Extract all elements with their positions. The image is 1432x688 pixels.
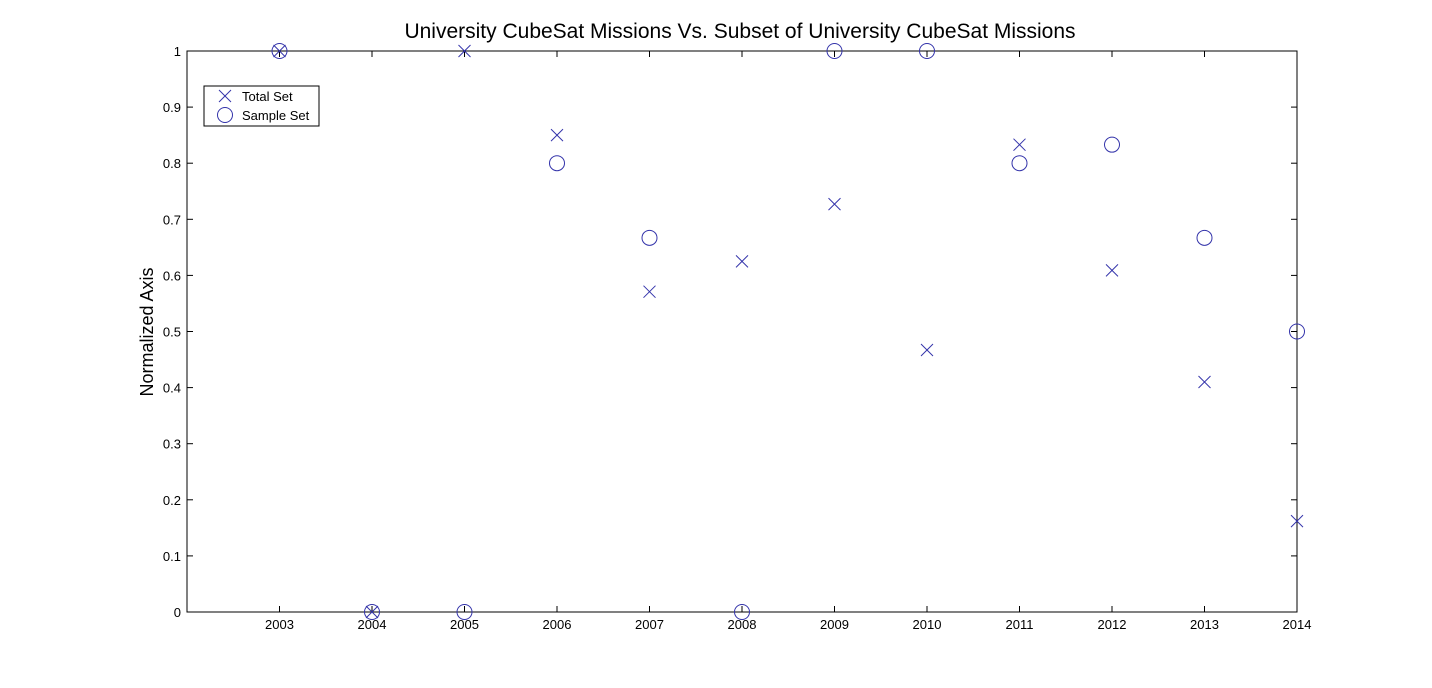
total-set-point xyxy=(643,285,656,299)
y-tick-label: 1 xyxy=(174,44,181,59)
x-tick-label: 2013 xyxy=(1190,617,1219,632)
x-tick-label: 2011 xyxy=(1006,617,1034,632)
sample-set-point xyxy=(549,155,565,172)
sample-set-point xyxy=(919,43,935,59)
legend-sample-set-marker xyxy=(217,107,233,123)
sample-set-point xyxy=(1011,155,1028,172)
x-marker-stroke xyxy=(458,44,471,58)
x-tick-label: 2009 xyxy=(820,617,849,632)
chart-title: University CubeSat Missions Vs. Subset o… xyxy=(404,20,1075,43)
total-set-point xyxy=(920,343,934,357)
y-tick-label: 0.4 xyxy=(163,381,181,396)
sample-set-point xyxy=(1289,323,1305,340)
y-tick-label: 0.9 xyxy=(163,100,181,115)
y-tick-label: 0.1 xyxy=(163,549,181,564)
x-tick-label: 2007 xyxy=(635,617,664,632)
total-set-point xyxy=(458,44,471,58)
total-set-point xyxy=(828,197,841,211)
y-tick-label: 0.6 xyxy=(163,268,181,283)
x-tick-label: 2006 xyxy=(543,617,572,632)
axes: 0 0.1 0.2 0.3 0.4 0.5 0.6 0.7 0.8 0.9 1 2003 2004 200… xyxy=(163,44,1312,632)
sample-set-point xyxy=(1104,136,1120,153)
x-tick-label: 2004 xyxy=(358,617,387,632)
x-tick-label: 2008 xyxy=(728,617,757,632)
y-tick-label: 0.7 xyxy=(163,212,181,227)
x-tick-label: 2005 xyxy=(450,617,479,632)
legend: Total Set Sample Set xyxy=(203,85,320,127)
sample-set-point xyxy=(1196,229,1213,246)
sample-set-point xyxy=(456,604,473,620)
sample-set-point xyxy=(364,604,380,620)
total-set-point xyxy=(1105,263,1119,277)
x-marker-stroke xyxy=(920,343,934,357)
sample-set-point xyxy=(271,43,288,59)
x-marker-stroke xyxy=(1290,514,1304,528)
x-marker-stroke xyxy=(218,89,232,103)
total-set-point xyxy=(365,605,379,619)
y-tick-label: 0.3 xyxy=(163,437,181,452)
total-set-point xyxy=(1013,138,1026,152)
total-set-point xyxy=(550,128,564,142)
legend-total-set-marker xyxy=(218,89,232,103)
total-set-point xyxy=(273,44,286,58)
x-marker-stroke xyxy=(273,44,286,58)
y-axis-label: Normalized Axis xyxy=(137,267,157,396)
x-tick-label: 2014 xyxy=(1283,617,1312,632)
y-tick-label: 0.5 xyxy=(163,325,181,340)
legend-label: Total Set xyxy=(242,89,293,104)
legend-box xyxy=(203,85,320,127)
x-marker-stroke xyxy=(1198,375,1211,389)
x-marker-stroke xyxy=(1105,263,1119,277)
total-set-point xyxy=(1290,514,1304,528)
plot-area-frame xyxy=(186,50,1298,613)
y-tick-label: 0.2 xyxy=(163,493,181,508)
x-marker-stroke xyxy=(828,197,841,211)
x-marker-stroke xyxy=(643,285,656,299)
legend-label: Sample Set xyxy=(242,108,310,123)
x-marker-stroke xyxy=(1013,138,1026,152)
x-marker-stroke xyxy=(735,255,749,268)
x-tick-label: 2003 xyxy=(265,617,294,632)
data-points xyxy=(271,43,1305,620)
y-tick-label: 0.8 xyxy=(163,156,181,171)
sample-set-point xyxy=(826,43,843,59)
sample-set-point xyxy=(734,604,750,620)
sample-set-point xyxy=(641,229,658,246)
x-marker-stroke xyxy=(365,605,379,619)
y-tick-label: 0 xyxy=(174,605,181,620)
total-set-point xyxy=(735,255,749,268)
x-marker-stroke xyxy=(550,128,564,142)
total-set-point xyxy=(1198,375,1211,389)
x-tick-label: 2010 xyxy=(913,617,942,632)
x-tick-label: 2012 xyxy=(1098,617,1127,632)
